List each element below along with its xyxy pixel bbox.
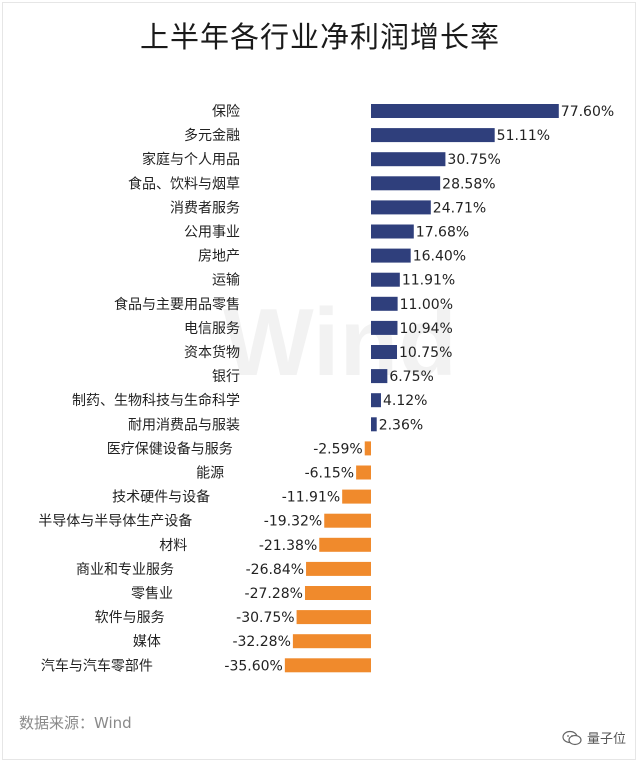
bar [371,128,495,143]
category-label: 保险 [212,104,240,120]
data-label: 2.36% [379,417,423,433]
data-label: 77.60% [561,104,614,120]
bar [342,489,371,504]
category-label: 房地产 [198,249,240,265]
bar [371,369,388,384]
bar [371,152,446,167]
data-label: -35.60% [224,658,282,674]
data-label: 4.12% [383,393,427,409]
data-label: 6.75% [389,369,433,385]
category-label: 零售业 [131,586,173,602]
bar [324,513,371,528]
data-label: -30.75% [236,610,294,626]
wechat-icon [562,730,582,745]
data-label: 30.75% [447,152,500,168]
data-label: 10.75% [399,345,452,361]
bar [296,610,371,625]
bar [304,586,371,600]
bar [371,272,400,287]
category-label: 公用事业 [184,225,240,241]
data-label: -6.15% [305,466,355,482]
category-label: 资本货物 [184,344,240,361]
brand-name: 量子位 [587,732,627,747]
data-label: -27.28% [245,586,303,602]
data-label: -19.32% [264,514,322,530]
bar [371,248,411,263]
category-label: 媒体 [133,634,161,650]
bar [371,104,559,118]
category-label: 商业和专业服务 [76,562,174,578]
data-label: 17.68% [416,225,469,241]
category-label: 汽车与汽车零部件 [41,657,153,674]
chart-title: 上半年各行业净利润增长率 [139,20,500,54]
category-label: 消费者服务 [170,200,240,216]
data-label: -32.28% [232,634,290,650]
bar [356,465,371,480]
data-label: 51.11% [497,128,550,144]
source-note: 数据来源：Wind [19,714,132,732]
brand: 量子位 [562,728,626,747]
category-label: 多元金融 [184,127,240,144]
data-label: 11.00% [400,297,453,313]
category-label: 软件与服务 [95,610,165,626]
bar [371,393,381,408]
bar [371,320,398,335]
category-label: 能源 [196,466,224,482]
category-label: 运输 [212,273,240,289]
bar [284,658,371,673]
data-label: 11.91% [402,273,455,289]
bar [364,441,371,456]
data-label: -11.91% [282,490,340,506]
bar [371,417,377,432]
data-label: 24.71% [433,200,486,216]
bar [371,345,398,359]
category-label: 技术硬件与设备 [112,489,210,506]
category-label: 银行 [212,369,240,385]
category-label: 材料 [159,538,187,554]
category-label: 电信服务 [184,321,240,337]
data-label: 16.40% [413,249,466,265]
category-label: 家庭与个人用品 [142,151,240,168]
category-label: 耐用消费品与服装 [128,417,240,433]
category-label: 半导体与半导体生产设备 [38,513,192,530]
data-label: -21.38% [259,538,317,554]
category-label: 食品与主要用品零售 [114,296,240,313]
bar [319,537,371,552]
bar [371,296,398,311]
category-label: 制药、生物科技与生命科学 [72,392,240,409]
data-label: -2.59% [313,441,363,457]
bar [292,634,371,649]
bar [306,561,371,576]
bar [371,224,414,239]
bar [371,200,431,215]
bar [371,176,441,191]
data-label: 28.58% [442,176,495,192]
category-label: 食品、饮料与烟草 [128,175,240,192]
data-label: -26.84% [246,562,304,578]
data-label: 10.94% [399,321,452,337]
watermark: Wind [223,289,457,396]
category-label: 医疗保健设备与服务 [107,440,233,457]
